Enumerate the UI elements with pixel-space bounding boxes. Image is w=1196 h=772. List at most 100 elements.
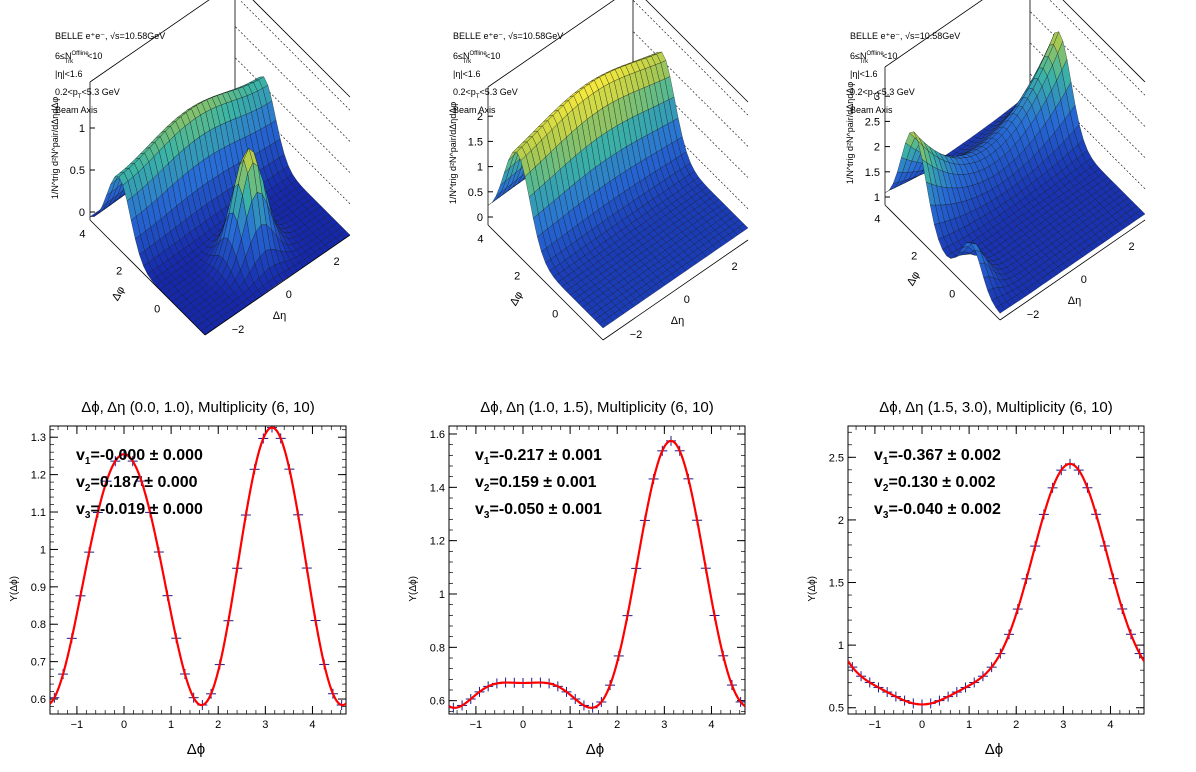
y-tick-label: 1 [40, 544, 46, 556]
surface-mesh [487, 51, 749, 329]
plot-frame [448, 425, 746, 715]
surface-cell [995, 304, 1006, 314]
eta-tick-label: 2 [1129, 241, 1135, 253]
box-gridline [632, 93, 749, 210]
info-line-4: 0.2<pT<5.3 GeV [453, 87, 518, 100]
box-gridline [1049, 0, 1146, 96]
x-tick-label: 2 [1013, 719, 1019, 731]
plot-title: Δϕ, Δη (1.5, 3.0), Multiplicity (6, 10) [879, 399, 1113, 416]
fit-parameter-2: v2=0.130 ± 0.002 [874, 474, 996, 494]
x-tick-label: 3 [262, 719, 268, 731]
surface-panel-3: 1 1.5 2 2.5 3 1/N^trig d²N^pair/dΔηdΔφ 4 2 0 Δφ 2 0… [845, 0, 1146, 321]
surface-cell [491, 191, 502, 203]
y-tick-label: 1.2 [31, 470, 46, 482]
info-line-3: |η|<1.6 [850, 69, 877, 79]
eta-axis [602, 239, 749, 341]
z-tick-label: 1.5 [865, 167, 880, 179]
z-tick-label: 0 [477, 212, 483, 224]
z-tick-label: 2 [874, 142, 880, 154]
y-tick-label: 1.3 [31, 432, 46, 444]
z-tick-label: 0.5 [70, 165, 85, 177]
phi-axis-label: Δφ [508, 289, 526, 308]
eta-tick-label: 0 [286, 289, 292, 301]
info-line-4: 0.2<pT<5.3 GeV [850, 87, 915, 100]
box-gridline [234, 88, 351, 205]
x-tick-label: 3 [1060, 719, 1066, 731]
info-line-1: BELLE e⁺e⁻, √s=10.58GeV [453, 31, 563, 41]
eta-tick-label: 0 [684, 294, 690, 306]
surface-panel-1: 0 0.5 1 1/N^trig d²N^pair/dΔηdΔφ 4 2 0 Δφ 2 0 −2 Δη… [50, 0, 351, 336]
y-tick-label: 0.7 [31, 657, 46, 669]
phi-axis [89, 219, 206, 336]
info-line-5: Beam Axis [453, 105, 496, 115]
y-tick-label: 1.2 [430, 536, 445, 548]
phi-axis-label: Δφ [110, 284, 128, 303]
surface-panel-2: 0 0.5 1 1.5 2 1/N^trig d²N^pair/dΔηdΔφ 4 2 0 Δφ 2 0… [448, 0, 749, 341]
z-tick-label: 2.5 [865, 116, 880, 128]
phi-axis [487, 224, 604, 341]
x-tick-label: 0 [919, 719, 925, 731]
box-edge [1062, 0, 1146, 83]
box-gridline [234, 57, 351, 173]
info-line-3: |η|<1.6 [55, 69, 82, 79]
info-line-1: BELLE e⁺e⁻, √s=10.58GeV [850, 31, 960, 41]
y-tick-label: 2.5 [829, 452, 844, 464]
z-axis-label: 1/N^trig d²N^pair/dΔηdΔφ [50, 97, 60, 200]
info-line-2: 6≤NOffline Trk<10 [453, 51, 500, 65]
y-axis-label: Y(Δϕ) [807, 576, 818, 602]
eta-tick-label: 2 [732, 261, 738, 273]
y-tick-label: 0.6 [430, 696, 445, 708]
fit-plot-3: Δϕ, Δη (1.5, 3.0), Multiplicity (6, 10) −… [807, 399, 1145, 758]
y-tick-label: 1 [838, 640, 844, 652]
box-gridline [239, 0, 351, 111]
info-line-3: |η|<1.6 [453, 69, 480, 79]
z-tick-label: 3 [874, 91, 880, 103]
phi-tick-label: 0 [949, 288, 955, 300]
y-tick-label: 1.4 [430, 482, 445, 494]
fit-curve [848, 462, 1144, 706]
x-axis-label: Δϕ [187, 741, 205, 758]
fit-parameter-3: v3=-0.019 ± 0.000 [76, 501, 203, 521]
eta-tick-label: −2 [630, 329, 643, 341]
y-tick-label: 1 [439, 589, 445, 601]
z-axis-label: 1/N^trig d²N^pair/dΔηdΔφ [448, 102, 458, 205]
eta-axis-label: Δη [273, 310, 286, 322]
eta-axis [204, 234, 351, 336]
fit-parameter-1: v1=-0.000 ± 0.000 [76, 447, 203, 467]
z-tick-label: 1 [874, 192, 880, 204]
eta-tick-label: −2 [1027, 309, 1040, 321]
box-gridline [632, 0, 749, 116]
box-gridline [1029, 11, 1146, 127]
phi-tick-label: 4 [477, 234, 483, 246]
phi-axis [884, 204, 1001, 321]
y-tick-label: 0.9 [31, 582, 46, 594]
info-line-5: Beam Axis [55, 105, 98, 115]
x-tick-label: 1 [168, 719, 174, 731]
fit-curve [50, 426, 346, 707]
data-points [50, 426, 346, 711]
x-axis-label: Δϕ [586, 741, 604, 758]
eta-tick-label: 2 [334, 256, 340, 268]
eta-axis-label: Δη [1068, 295, 1081, 307]
data-points [848, 458, 1144, 710]
y-axis-label: Y(Δϕ) [408, 576, 419, 602]
eta-tick-label: −2 [232, 324, 245, 336]
y-tick-label: 0.5 [829, 703, 844, 715]
plot-title: Δϕ, Δη (0.0, 1.0), Multiplicity (6, 10) [81, 399, 315, 416]
info-line-5: Beam Axis [850, 105, 893, 115]
x-tick-label: 0 [520, 719, 526, 731]
info-line-4: 0.2<pT<5.3 GeV [55, 87, 120, 100]
y-tick-label: 0.6 [31, 694, 46, 706]
fit-curve [449, 439, 745, 709]
plot-title: Δϕ, Δη (1.0, 1.5), Multiplicity (6, 10) [480, 399, 714, 416]
box-edge [645, 0, 749, 103]
fit-parameter-1: v1=-0.217 ± 0.001 [475, 447, 602, 467]
box-gridline [1029, 42, 1146, 158]
x-tick-label: −1 [470, 719, 483, 731]
y-tick-label: 0.8 [31, 619, 46, 631]
box-gridline [632, 62, 749, 178]
phi-tick-label: 2 [116, 265, 122, 277]
z-tick-label: 0.5 [468, 187, 483, 199]
surface-mesh [884, 31, 1146, 314]
